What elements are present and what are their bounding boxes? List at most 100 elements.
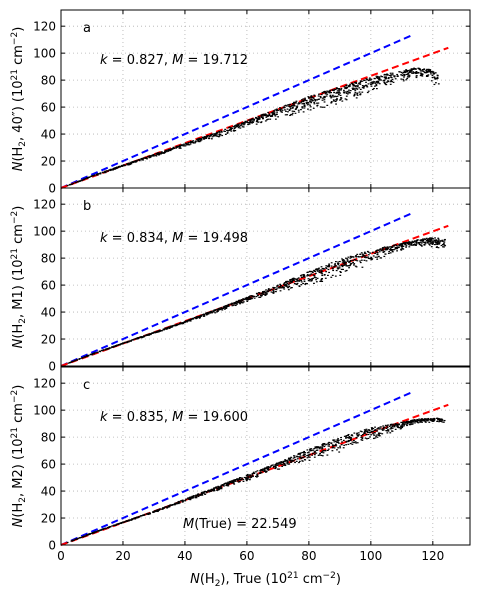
point-b-512: [253, 295, 256, 297]
point-b-804: [186, 320, 189, 322]
point-c-411: [163, 506, 166, 509]
point-c-801: [396, 425, 399, 427]
point-a-242: [307, 108, 309, 110]
point-c-621: [306, 449, 309, 451]
point-c-488: [340, 439, 343, 441]
point-c-783: [374, 426, 376, 428]
point-a-641: [392, 81, 395, 83]
point-b-629: [356, 253, 359, 255]
point-a-905: [288, 109, 291, 111]
point-a-453: [373, 87, 375, 90]
point-b-1003: [189, 319, 191, 321]
point-b-768: [249, 298, 251, 300]
point-a-127: [369, 79, 372, 81]
point-b-1036: [124, 341, 127, 343]
point-a-214: [379, 79, 381, 81]
point-b-424: [296, 280, 299, 282]
point-c-398: [321, 444, 324, 446]
point-a-19: [362, 87, 365, 89]
point-b-269: [337, 261, 340, 263]
point-a-997: [363, 85, 366, 87]
point-b-1074: [139, 336, 142, 338]
point-c-583: [336, 449, 338, 451]
point-b-654: [187, 320, 190, 322]
point-a-853: [147, 155, 150, 158]
point-b-298: [325, 267, 327, 269]
point-a-917: [158, 153, 161, 155]
point-c-854: [222, 484, 224, 486]
point-c-918: [143, 514, 146, 516]
point-a-640: [323, 101, 326, 103]
point-b-501: [347, 256, 350, 258]
point-a-298: [426, 74, 428, 77]
point-a-890: [309, 100, 311, 103]
point-a-52: [119, 166, 122, 168]
point-b-198: [113, 346, 115, 348]
y-tick-label-b-6: 120: [33, 198, 56, 212]
point-a-968: [175, 146, 178, 148]
point-b-734: [364, 255, 367, 257]
point-a-6: [375, 84, 378, 86]
point-c-55: [372, 427, 375, 430]
point-a-1073: [109, 168, 112, 171]
point-b-938: [393, 249, 395, 251]
point-a-943: [235, 125, 238, 128]
point-a-548: [314, 99, 316, 101]
point-b-1011: [405, 243, 407, 245]
point-b-866: [341, 259, 344, 262]
point-a-1052: [365, 78, 368, 80]
point-a-679: [344, 91, 346, 93]
point-a-25: [342, 91, 345, 93]
point-a-219: [413, 67, 415, 69]
point-a-566: [427, 74, 430, 76]
point-b-779: [421, 239, 423, 242]
point-c-722: [403, 423, 406, 426]
point-c-353: [360, 431, 363, 433]
point-c-219: [242, 478, 245, 481]
point-a-796: [332, 99, 335, 101]
point-c-893: [396, 424, 399, 426]
point-a-1013: [243, 123, 246, 125]
point-c-1079: [122, 521, 125, 523]
point-b-311: [316, 270, 319, 272]
point-b-274: [286, 286, 289, 288]
point-b-572: [365, 257, 368, 259]
point-a-322: [343, 86, 346, 88]
point-a-111: [206, 135, 209, 137]
point-a-938: [208, 135, 211, 137]
point-a-417: [394, 78, 397, 80]
y-tick-label-b-4: 80: [41, 252, 56, 266]
xlabel-unit-exp: −2: [323, 571, 336, 581]
point-b-724: [255, 292, 258, 295]
point-a-195: [212, 134, 215, 137]
point-a-267: [324, 92, 326, 94]
y-tick-label-c-5: 100: [33, 404, 56, 418]
point-b-534: [335, 261, 337, 263]
point-b-975: [410, 241, 413, 243]
point-c-210: [293, 456, 296, 459]
point-c-1042: [224, 482, 227, 485]
point-c-950: [237, 481, 240, 483]
point-a-597: [402, 80, 405, 82]
point-c-1046: [366, 438, 368, 440]
point-a-502: [218, 132, 221, 134]
xlabel-sub: 2: [215, 579, 221, 589]
point-c-983: [192, 495, 195, 497]
point-c-1081: [236, 480, 239, 482]
point-b-965: [428, 243, 430, 245]
point-b-701: [260, 294, 262, 297]
point-a-996: [367, 83, 370, 85]
point-c-914: [133, 517, 136, 519]
point-a-1023: [396, 73, 399, 76]
point-a-581: [321, 106, 324, 108]
point-c-1037: [389, 424, 392, 426]
point-a-779: [406, 77, 409, 80]
point-b-510: [379, 248, 382, 250]
point-b-900: [318, 267, 320, 269]
point-b-562: [229, 303, 232, 305]
point-a-165: [335, 92, 338, 94]
point-a-295: [268, 114, 271, 116]
point-b-1026: [426, 239, 429, 241]
point-a-174: [237, 127, 240, 129]
